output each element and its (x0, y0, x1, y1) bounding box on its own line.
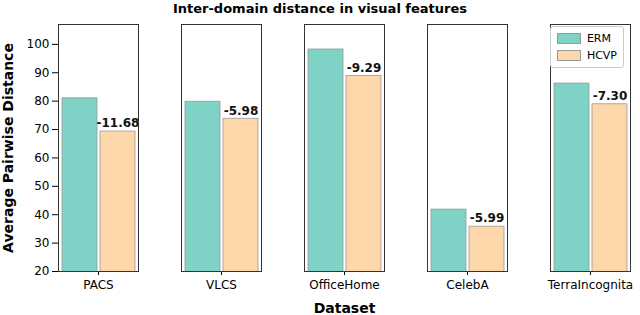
svg-text:30: 30 (34, 236, 49, 250)
svg-text:70: 70 (34, 122, 49, 136)
svg-text:Dataset: Dataset (314, 300, 376, 315)
svg-text:100: 100 (27, 37, 50, 51)
svg-text:-7.30: -7.30 (593, 89, 628, 103)
html-text:HCVP: HCVP (586, 49, 617, 62)
svg-text:VLCS: VLCS (206, 278, 237, 292)
svg-text:CelebA: CelebA (446, 278, 489, 292)
svg-text:TerraIncognita: TerraIncognita (547, 278, 633, 292)
svg-text:Average Pairwise Distance: Average Pairwise Distance (0, 43, 16, 253)
html-text:Inter-domain distance in visua: Inter-domain distance in visual features (172, 1, 467, 16)
svg-text:-11.68: -11.68 (97, 116, 140, 130)
svg-text:-5.98: -5.98 (224, 104, 259, 118)
svg-text:PACS: PACS (83, 278, 113, 292)
svg-text:40: 40 (34, 208, 49, 222)
svg-text:60: 60 (34, 151, 49, 165)
svg-text:50: 50 (34, 179, 49, 193)
svg-text:-9.29: -9.29 (347, 61, 382, 75)
svg-text:80: 80 (34, 94, 49, 108)
svg-text:20: 20 (34, 264, 49, 278)
html-text:ERM: ERM (586, 32, 611, 45)
svg-text:90: 90 (34, 66, 49, 80)
svg-text:OfficeHome: OfficeHome (309, 278, 379, 292)
svg-text:-5.99: -5.99 (470, 211, 505, 225)
